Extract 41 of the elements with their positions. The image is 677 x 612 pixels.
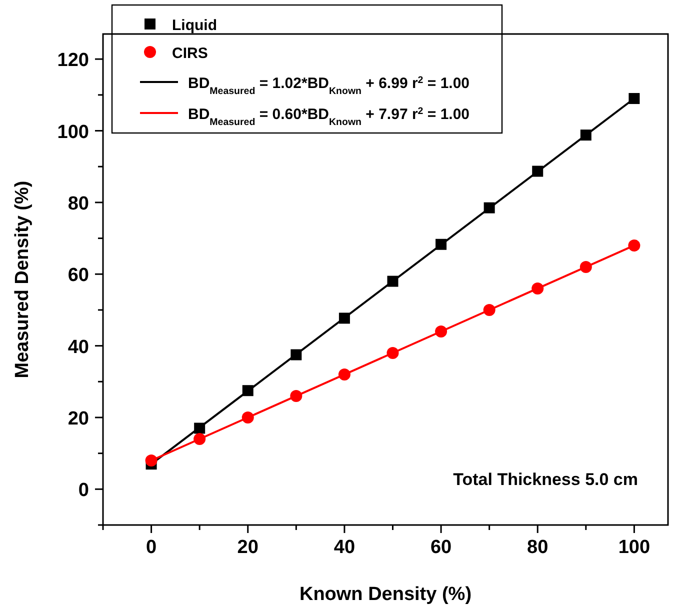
point xyxy=(338,368,350,380)
legend-label: CIRS xyxy=(172,45,208,62)
point xyxy=(194,432,206,445)
point xyxy=(580,130,592,141)
point xyxy=(484,202,495,214)
point xyxy=(435,325,448,338)
y-axis-title: Measured Density (%) xyxy=(12,180,33,378)
y-tick-label: 60 xyxy=(68,265,89,286)
point xyxy=(242,411,254,424)
point xyxy=(290,349,302,360)
point xyxy=(532,282,544,294)
point xyxy=(338,312,350,324)
x-tick-label: 80 xyxy=(527,537,548,558)
legend-label: Liquid xyxy=(172,17,217,34)
point xyxy=(532,166,544,177)
point xyxy=(483,304,496,316)
point xyxy=(628,93,640,104)
point xyxy=(145,454,158,466)
x-tick-label: 20 xyxy=(237,537,258,558)
x-tick-label: 0 xyxy=(146,537,157,558)
point xyxy=(242,385,254,396)
legend-label: BD$_{Measured}$ = 0.60*BD$_{Known}$ + 7.97 r$^{2}$ = 1.00 xyxy=(188,106,470,128)
point xyxy=(194,422,206,434)
point xyxy=(386,346,399,359)
y-tick-label: 40 xyxy=(68,336,89,358)
legend-label: BD$_{Measured}$ = 1.02*BD$_{Known}$ + 6.99 r$^{2}$ = 1.00 xyxy=(188,74,470,96)
annotation: Total Thickness 5.0 cm xyxy=(453,470,638,489)
y-tick-label: 80 xyxy=(68,193,89,214)
point xyxy=(290,390,302,402)
point xyxy=(436,238,447,250)
y-tick-label: 120 xyxy=(57,50,89,72)
y-tick-label: 20 xyxy=(68,408,89,430)
y-tick-label: 100 xyxy=(57,122,89,143)
x-axis-title: Known Density (%) xyxy=(299,584,472,605)
x-tick-label: 40 xyxy=(334,537,356,558)
point xyxy=(580,260,592,273)
point xyxy=(387,276,398,287)
point xyxy=(628,239,640,252)
x-tick-label: 100 xyxy=(618,537,650,558)
y-tick-label: 0 xyxy=(78,480,89,502)
x-tick-label: 60 xyxy=(430,537,452,558)
